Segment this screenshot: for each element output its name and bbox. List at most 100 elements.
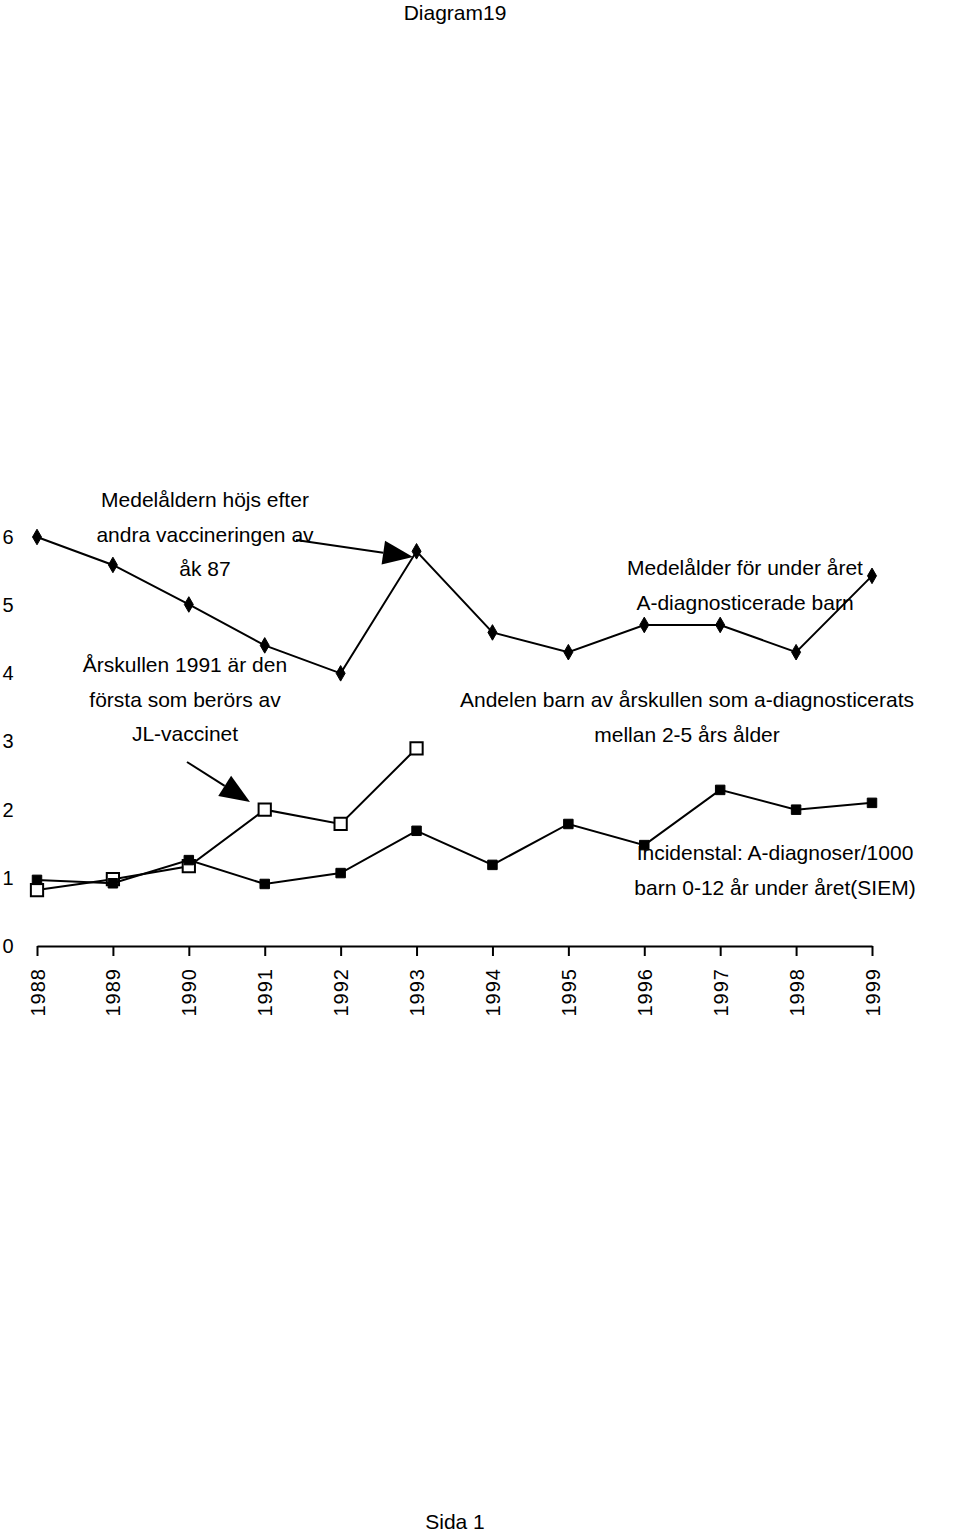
series-label-line: Incidenstal: A-diagnoser/1000 [637,841,914,864]
annotation-line: Medelåldern höjs efter [101,488,309,511]
x-tick-label: 1994 [482,968,504,1017]
x-axis: 1988 1989 1990 1991 1992 1993 1994 1995 1996 1997… [27,946,884,1017]
series-marker [108,879,117,888]
series-marker [792,644,801,660]
title: Diagram19 [404,1,507,24]
series-marker [867,798,876,807]
y-tick-label: 4 [2,662,13,684]
annotation: Årskullen 1991 är denförsta som berörs a… [83,653,287,745]
annotation-line: andra vaccineringen av [96,523,314,546]
y-tick: 4 [2,662,20,684]
y-tick-label: 2 [2,799,13,821]
y-tick-label: 0 [2,935,13,957]
series-marker [336,868,345,877]
x-tick-label: 1993 [406,968,428,1017]
y-tick: 3 [2,730,20,752]
x-tick-label: 1995 [558,968,580,1017]
x-tick-mark [796,946,798,956]
x-tick-mark [872,946,874,956]
series-label-line: A-diagnosticerade barn [636,591,853,614]
x-tick-mark [112,946,114,956]
series-label-line: Medelålder för under året [627,556,863,579]
y-tick-label: 5 [2,594,13,616]
series-marker [260,638,269,654]
x-tick-label: 1992 [330,968,352,1017]
series-label: Medelålder för under året A-diagnosticera… [627,556,863,614]
x-tick-label: 1989 [102,968,124,1017]
y-tick-label: 3 [2,730,13,752]
x-tick: 1993 [406,946,428,1017]
series-marker [31,884,43,896]
y-tick: 5 [2,594,20,616]
annotation-line: åk 87 [179,557,230,580]
series-marker [259,804,271,816]
series-label: Incidenstal: A-diagnoser/1000 barn 0-12 å… [634,841,915,899]
x-tick: 1989 [102,946,124,1017]
annotation-line: JL-vaccinet [132,722,238,745]
series-marker [184,597,193,613]
x-tick-label: 1996 [634,968,656,1017]
series-marker [791,805,800,814]
x-tick-label: 1999 [862,968,884,1017]
series-marker [335,818,347,830]
y-tick-label: 6 [2,526,13,548]
series-marker [412,544,421,560]
y-tick: 1 [2,867,20,889]
x-tick-mark [340,946,342,956]
x-tick: 1998 [786,946,808,1017]
x-tick: 1992 [330,946,352,1017]
x-tick-label: 1998 [786,968,808,1017]
x-tick-label: 1991 [254,968,276,1017]
x-tick: 1995 [558,946,580,1017]
y-axis: 0 1 2 3 4 5 6 [2,526,20,957]
series-label-line: mellan 2-5 års ålder [594,723,780,746]
series-marker [336,666,345,682]
footer: Sida 1 [425,1510,485,1532]
series-marker [260,879,269,888]
annotation-line: Årskullen 1991 är den [83,653,287,676]
x-tick-label: 1988 [27,968,49,1017]
series-marker [33,529,42,545]
series-marker [715,785,724,794]
x-tick-label: 1990 [178,968,200,1017]
x-tick-label: 1997 [710,968,732,1017]
x-tick-mark [188,946,190,956]
arrow-shaft [296,540,383,553]
y-tick: 0 [2,935,20,957]
series-marker [488,625,497,641]
x-tick-mark [720,946,722,956]
arrow-shaft [187,762,225,786]
x-tick-mark [416,946,418,956]
x-tick: 1999 [862,946,884,1017]
chart: Diagram19Sida 10123456198819891990199119… [0,0,960,1532]
arrow-head [382,541,413,565]
x-tick-mark [37,946,39,956]
y-tick-label: 1 [2,867,13,889]
x-tick: 1994 [482,946,504,1017]
series-label-line: barn 0-12 år under året(SIEM) [634,876,915,899]
y-tick: 2 [2,799,20,821]
series-label-line: Andelen barn av årskullen som a-diagnost… [460,688,914,711]
series-marker [564,644,573,660]
x-tick-mark [644,946,646,956]
series-marker [640,617,649,633]
series-line [37,790,872,884]
series-marker [488,860,497,869]
arrow-head [218,776,250,802]
series-line [37,748,417,890]
series-marker [412,826,421,835]
x-tick-mark [568,946,570,956]
x-tick-mark [492,946,494,956]
x-tick: 1996 [634,946,656,1017]
series-marker [716,617,725,633]
series-marker [108,557,117,573]
series-marker [32,875,41,884]
x-tick-mark [264,946,266,956]
series-marker [868,568,877,584]
x-tick: 1988 [27,946,49,1017]
x-tick: 1997 [710,946,732,1017]
x-tick: 1991 [254,946,276,1017]
y-tick: 6 [2,526,20,548]
series-marker [184,855,193,864]
series-marker [564,819,573,828]
